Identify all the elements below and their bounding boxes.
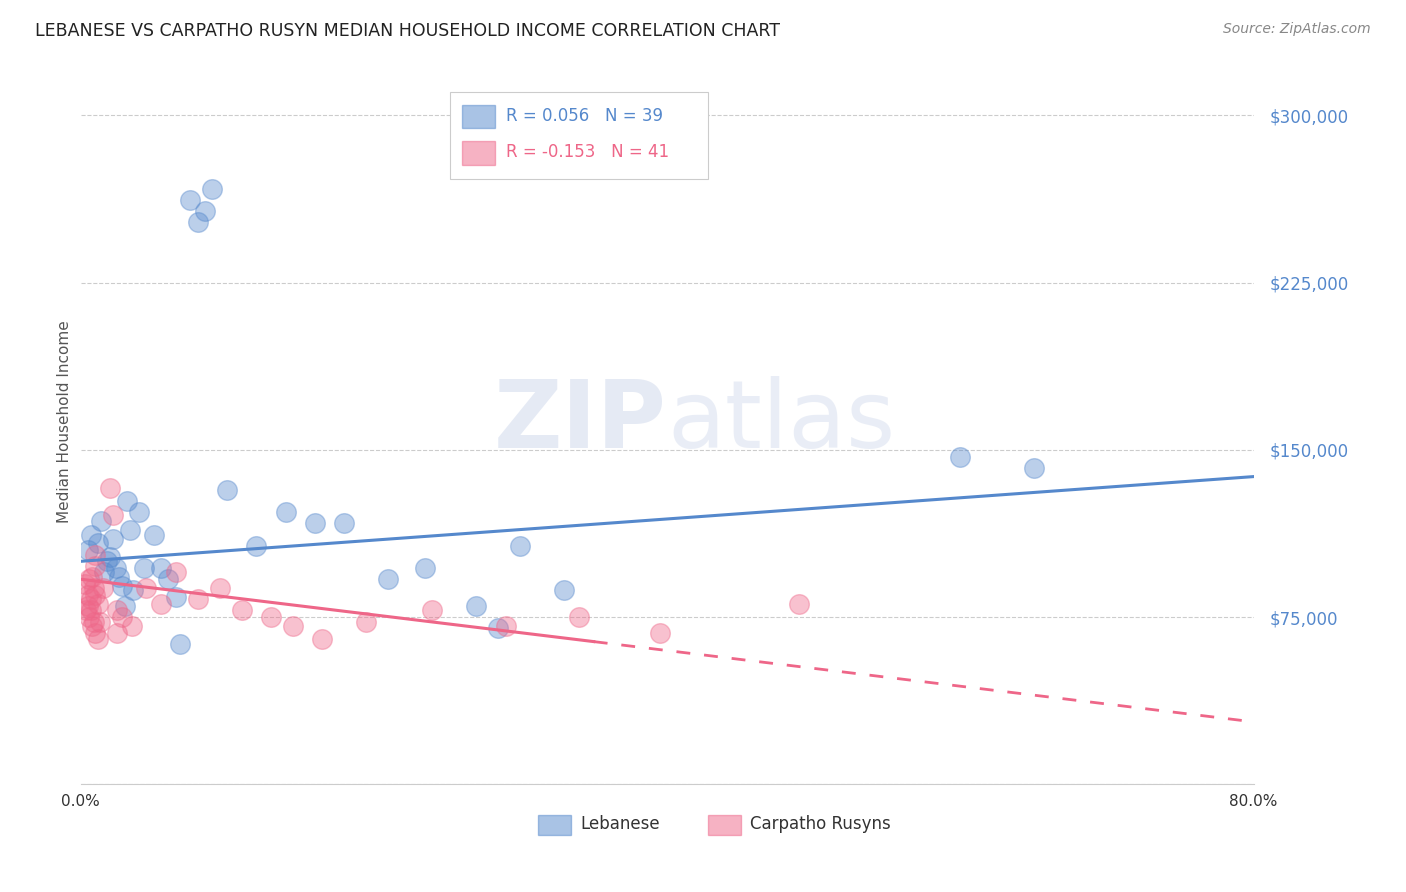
Point	[422, 603, 444, 617]
Point	[165, 566, 187, 580]
Point	[107, 570, 129, 584]
Text: R = 0.056   N = 39: R = 0.056 N = 39	[506, 107, 664, 125]
Point	[82, 619, 104, 633]
Point	[495, 619, 517, 633]
Point	[90, 514, 112, 528]
Point	[76, 588, 98, 602]
Point	[76, 543, 98, 558]
Point	[465, 599, 488, 613]
Point	[117, 494, 139, 508]
Point	[114, 599, 136, 613]
Point	[79, 572, 101, 586]
Point	[179, 193, 201, 207]
Point	[80, 527, 103, 541]
Point	[83, 615, 105, 629]
Point	[194, 204, 217, 219]
Point	[87, 597, 110, 611]
Point	[84, 588, 107, 602]
Point	[84, 548, 107, 562]
Point	[135, 581, 157, 595]
Point	[84, 625, 107, 640]
Point	[1022, 460, 1045, 475]
Point	[122, 583, 145, 598]
Point	[187, 592, 209, 607]
Point	[333, 516, 356, 531]
Text: LEBANESE VS CARPATHO RUSYN MEDIAN HOUSEHOLD INCOME CORRELATION CHART: LEBANESE VS CARPATHO RUSYN MEDIAN HOUSEH…	[35, 22, 780, 40]
Point	[96, 554, 118, 568]
Point	[245, 539, 267, 553]
Bar	[461, 141, 495, 165]
Point	[281, 619, 304, 633]
Point	[509, 539, 531, 553]
Point	[75, 603, 97, 617]
Point	[128, 505, 150, 519]
Point	[201, 182, 224, 196]
Point	[105, 625, 128, 640]
Point	[413, 561, 436, 575]
Point	[98, 481, 121, 495]
Point	[486, 621, 509, 635]
Point	[79, 610, 101, 624]
Point	[260, 610, 283, 624]
Point	[105, 603, 128, 617]
Y-axis label: Median Household Income: Median Household Income	[58, 320, 72, 524]
Point	[150, 597, 173, 611]
Point	[120, 523, 142, 537]
Text: atlas: atlas	[666, 376, 896, 468]
Point	[231, 603, 253, 617]
Point	[187, 215, 209, 229]
Point	[80, 603, 103, 617]
FancyBboxPatch shape	[450, 92, 709, 179]
Point	[150, 561, 173, 575]
Point	[157, 572, 180, 586]
Bar	[709, 814, 741, 835]
Point	[274, 505, 297, 519]
Point	[101, 508, 124, 522]
Point	[89, 615, 111, 629]
Bar	[461, 104, 495, 128]
Text: Source: ZipAtlas.com: Source: ZipAtlas.com	[1223, 22, 1371, 37]
Point	[91, 581, 114, 595]
Text: ZIP: ZIP	[494, 376, 666, 468]
Point	[93, 566, 115, 580]
Point	[949, 450, 972, 464]
Point	[553, 583, 575, 598]
Point	[165, 590, 187, 604]
Point	[169, 637, 191, 651]
Point	[142, 527, 165, 541]
Point	[110, 579, 132, 593]
Point	[121, 619, 143, 633]
Point	[104, 561, 127, 575]
Point	[787, 597, 810, 611]
Point	[132, 561, 155, 575]
Point	[356, 615, 378, 629]
Point	[101, 532, 124, 546]
Text: Carpatho Rusyns: Carpatho Rusyns	[751, 815, 891, 833]
Point	[217, 483, 239, 497]
Point	[80, 592, 103, 607]
Point	[304, 516, 326, 531]
Point	[568, 610, 591, 624]
Point	[84, 558, 107, 573]
Point	[87, 536, 110, 550]
Point	[377, 572, 399, 586]
Point	[82, 570, 104, 584]
Point	[76, 599, 98, 613]
Bar	[538, 814, 571, 835]
Text: R = -0.153   N = 41: R = -0.153 N = 41	[506, 144, 669, 161]
Point	[110, 610, 132, 624]
Point	[208, 581, 231, 595]
Point	[98, 549, 121, 564]
Point	[73, 576, 96, 591]
Point	[648, 625, 671, 640]
Point	[87, 632, 110, 647]
Text: Lebanese: Lebanese	[581, 815, 659, 833]
Point	[311, 632, 333, 647]
Point	[83, 581, 105, 595]
